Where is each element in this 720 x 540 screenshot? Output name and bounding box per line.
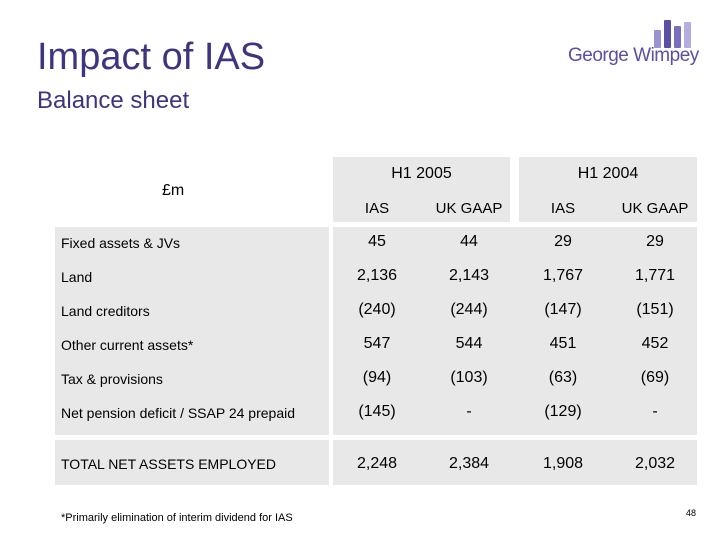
cell: 544 bbox=[455, 335, 483, 352]
cell: 1,771 bbox=[634, 267, 676, 284]
group-header-bg-h1-2005 bbox=[333, 157, 510, 222]
slide-title: Impact of IAS bbox=[37, 36, 266, 78]
row-label-land-creditors: Land creditors bbox=[61, 303, 150, 319]
cell: 452 bbox=[641, 335, 669, 352]
group-header-bg-h1-2004 bbox=[519, 157, 697, 222]
cell: (103) bbox=[450, 369, 488, 386]
group-header-h1-2004: H1 2004 bbox=[577, 165, 639, 182]
unit-label: £m bbox=[162, 182, 185, 199]
cell: 2,136 bbox=[356, 267, 398, 284]
cell: (240) bbox=[358, 301, 396, 318]
total-cell: 2,032 bbox=[634, 455, 676, 472]
row-label-fixed-assets: Fixed assets & JVs bbox=[61, 235, 181, 251]
cell: (151) bbox=[636, 301, 674, 318]
row-label-tax-provisions: Tax & provisions bbox=[61, 371, 163, 387]
logo-text: George Wimpey bbox=[568, 45, 699, 66]
total-cell: 1,908 bbox=[542, 455, 584, 472]
total-label-bg bbox=[55, 440, 329, 485]
cell: - bbox=[652, 403, 658, 420]
values-bg bbox=[333, 227, 697, 435]
cell: 29 bbox=[646, 233, 664, 250]
row-label-net-pension: Net pension deficit / SSAP 24 prepaid bbox=[61, 405, 296, 421]
total-cell: 2,384 bbox=[448, 455, 490, 472]
logo-bars-icon bbox=[654, 20, 698, 50]
george-wimpey-logo: George Wimpey bbox=[568, 20, 699, 72]
col-header-ukgaap-2005: UK GAAP bbox=[435, 200, 503, 217]
cell: (147) bbox=[544, 301, 582, 318]
cell: 2,143 bbox=[448, 267, 490, 284]
row-label-other-current-assets: Other current assets* bbox=[61, 337, 194, 353]
col-header-ias-2004: IAS bbox=[550, 200, 576, 217]
cell: (244) bbox=[450, 301, 488, 318]
cell: (145) bbox=[358, 403, 396, 420]
row-label-land: Land bbox=[61, 269, 93, 285]
cell: 1,767 bbox=[542, 267, 584, 284]
col-header-ias-2005: IAS bbox=[364, 200, 390, 217]
footnote: *Primarily elimination of interim divide… bbox=[61, 512, 293, 524]
cell: (94) bbox=[362, 369, 392, 386]
cell: 45 bbox=[368, 233, 386, 250]
cell: 451 bbox=[549, 335, 577, 352]
labels-bg bbox=[55, 227, 329, 435]
cell: (129) bbox=[544, 403, 582, 420]
cell: 44 bbox=[460, 233, 478, 250]
page-number: 48 bbox=[686, 508, 697, 518]
cell: - bbox=[466, 403, 472, 420]
group-header-h1-2005: H1 2005 bbox=[391, 165, 452, 182]
col-header-ukgaap-2004: UK GAAP bbox=[621, 200, 689, 217]
cell: (63) bbox=[548, 369, 578, 386]
total-row-label: TOTAL NET ASSETS EMPLOYED bbox=[61, 456, 276, 472]
cell: 29 bbox=[554, 233, 572, 250]
total-cell: 2,248 bbox=[356, 455, 398, 472]
cell: 547 bbox=[363, 335, 391, 352]
cell: (69) bbox=[640, 369, 670, 386]
slide-subtitle: Balance sheet bbox=[37, 87, 190, 114]
total-values-bg bbox=[333, 440, 697, 485]
